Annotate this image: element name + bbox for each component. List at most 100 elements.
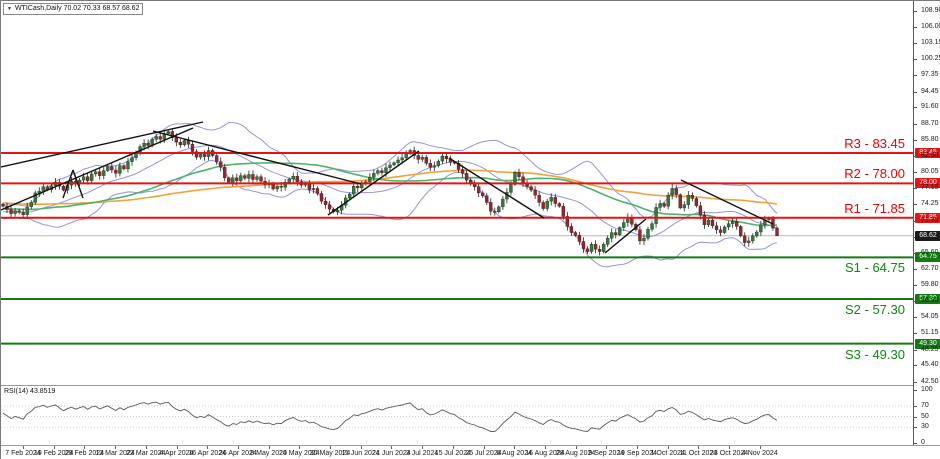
candle-bull (90, 173, 94, 181)
time-tick-mark (759, 446, 761, 449)
candle-bear (327, 204, 332, 210)
candle-bull (618, 227, 622, 235)
time-axis-label: 16 Aug 2024 (525, 450, 565, 457)
price-axis[interactable]: 83.45 78.00 71.85 64.75 57.30 49.30 108.90 106.… (913, 1, 940, 446)
price-tick-mark (914, 10, 917, 12)
candle-bear (158, 136, 162, 140)
candle-bull (33, 192, 37, 203)
candle-bear (110, 166, 114, 171)
price-tick-mark (914, 285, 917, 287)
candle-bull (509, 184, 513, 193)
candle-bull (94, 171, 98, 175)
candle-bear (219, 161, 223, 168)
candle-bear (702, 215, 707, 225)
trendline[interactable] (152, 130, 362, 185)
time-axis-label: 19 Sep 2024 (617, 450, 657, 457)
candle-bear (718, 229, 723, 233)
level-price-badge-s1: 64.75 (915, 252, 940, 263)
price-chart-panel[interactable]: ▼ WTICash,Daily 70.02 70.33 68.57 68.62 … (1, 1, 913, 386)
price-tick-label: 108.90 (921, 6, 940, 14)
time-axis-label: 21 Jun 2024 (372, 450, 411, 457)
candle-bull (622, 222, 626, 228)
candle-bull (654, 207, 658, 224)
support-label-s2: S2 - 57.30 (845, 302, 905, 317)
candle-bear (416, 155, 420, 160)
candle-bull (767, 218, 771, 220)
candle-bear (307, 183, 312, 190)
time-axis-label: 3 Jul 2024 (405, 450, 439, 457)
time-tick-mark (514, 446, 516, 449)
candle-bull (501, 198, 505, 208)
trendline[interactable] (604, 218, 647, 254)
rsi-tick-mark (914, 443, 917, 444)
time-tick-mark (698, 446, 700, 449)
candle-bear (170, 131, 174, 138)
candle-bull (231, 177, 235, 184)
trendline[interactable] (1, 121, 204, 168)
candle-bear (178, 141, 183, 146)
price-tick-label: 51.15 (921, 329, 939, 337)
trendline[interactable] (680, 179, 774, 225)
time-axis[interactable]: 7 Feb 2024 19 Feb 2024 29 Feb 2024 12 Mar 2… (1, 445, 940, 459)
candle-bear (444, 155, 449, 160)
candle-bull (29, 202, 33, 208)
time-axis-label: 9 Sep 2024 (588, 450, 625, 457)
candle-bear (259, 176, 263, 182)
time-axis-label: 16 Apr 2024 (188, 450, 227, 457)
candle-bear (553, 197, 557, 204)
candle-bull (432, 165, 436, 168)
candle-bull (291, 176, 295, 180)
time-axis-label: 1 Oct 2024 (650, 450, 685, 457)
rsi-panel[interactable]: RSI(14) 43.8519 (1, 386, 913, 445)
candle-bull (658, 203, 662, 208)
candle-bull (247, 174, 251, 179)
candle-bear (428, 163, 432, 168)
price-tick-label: 56.90 (921, 297, 939, 305)
candle-bull (606, 237, 610, 245)
candle-bear (323, 201, 328, 205)
time-tick-mark (330, 446, 331, 449)
candle-bull (275, 186, 279, 190)
trendline[interactable] (327, 150, 420, 216)
price-tick-label: 88.70 (921, 119, 939, 127)
price-tick-mark (914, 204, 917, 206)
time-axis-label: 12 Mar 2024 (95, 450, 135, 457)
dropdown-icon[interactable]: ▼ (7, 6, 12, 12)
candle-bear (533, 189, 537, 196)
candle-bear (295, 176, 299, 182)
trendline[interactable] (448, 157, 545, 219)
candle-bear (674, 188, 678, 195)
price-tick-mark (914, 156, 917, 158)
trendline[interactable] (62, 169, 74, 199)
price-tick-mark (914, 301, 917, 303)
time-tick-mark (575, 446, 577, 449)
candle-bull (686, 194, 690, 205)
price-tick-label: 80.05 (921, 167, 939, 175)
price-tick-mark (914, 220, 917, 222)
candle-bull (118, 165, 122, 174)
price-tick-mark (914, 381, 917, 383)
candle-bear (481, 192, 485, 196)
price-tick-label: 82.90 (921, 152, 939, 160)
trendline[interactable] (72, 169, 84, 199)
candle-bull (384, 167, 388, 173)
candle-bull (440, 155, 445, 162)
candles-layer (1, 128, 779, 256)
time-tick-mark (422, 446, 424, 449)
time-tick-mark (299, 446, 301, 449)
time-tick-mark (667, 446, 669, 449)
time-tick-mark (360, 446, 362, 449)
candle-bear (557, 203, 561, 207)
candle-bull (198, 154, 203, 158)
candle-bear (356, 186, 360, 189)
price-tick-mark (914, 171, 917, 173)
time-axis-label: 26 Apr 2024 (219, 450, 257, 457)
candle-bull (130, 157, 134, 162)
rsi-canvas[interactable] (1, 386, 913, 445)
price-chart-canvas[interactable] (1, 1, 913, 385)
level-price-badge-s3: 49.30 (915, 338, 940, 349)
trendline[interactable] (1, 127, 194, 211)
current-price-badge: 68.62 (915, 230, 940, 241)
rsi-tick-mark (914, 405, 917, 407)
